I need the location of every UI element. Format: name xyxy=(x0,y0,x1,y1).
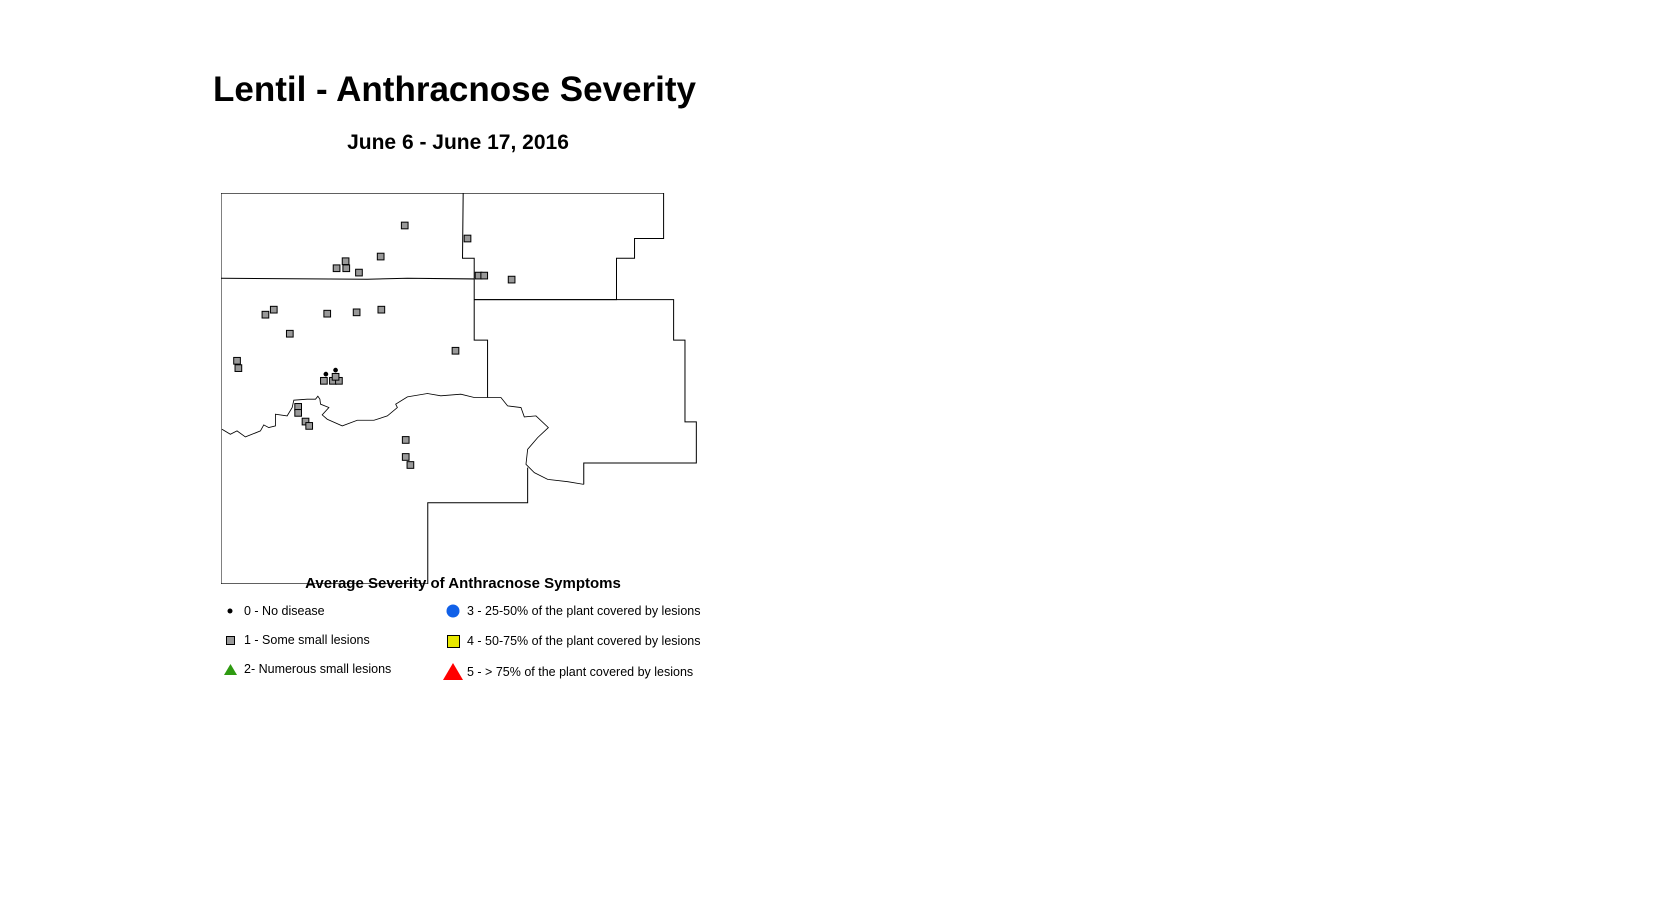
map-title: Lentil - Anthracnose Severity xyxy=(213,70,696,109)
marker-severity-1 xyxy=(285,329,294,338)
legend-item: 3 - 25-50% of the plant covered by lesio… xyxy=(443,604,700,618)
marker-severity-1 xyxy=(320,376,328,385)
legend-label: 2- Numerous small lesions xyxy=(244,662,392,676)
marker-severity-1 xyxy=(323,309,332,318)
legend-item: 2- Numerous small lesions xyxy=(220,662,391,676)
marker-severity-1 xyxy=(451,346,460,355)
map-subtitle: June 6 - June 17, 2016 xyxy=(347,131,569,154)
legend-item: 0 - No disease xyxy=(220,604,325,618)
county-boundary-line xyxy=(221,277,475,280)
county-boundary-nw xyxy=(221,193,475,279)
marker-severity-1 xyxy=(401,436,410,444)
marker-severity-0 xyxy=(323,371,329,377)
marker-severity-1 xyxy=(269,305,278,314)
legend-label: 4 - 50-75% of the plant covered by lesio… xyxy=(467,634,701,648)
marker-severity-1 xyxy=(294,409,303,417)
marker-severity-1 xyxy=(480,271,489,280)
square-icon xyxy=(443,634,463,648)
square-icon xyxy=(220,635,240,645)
marker-severity-1 xyxy=(305,422,314,430)
dot-icon xyxy=(220,607,240,615)
marker-severity-1 xyxy=(401,453,410,461)
marker-severity-1 xyxy=(332,264,341,273)
marker-severity-1 xyxy=(400,221,409,230)
marker-severity-1 xyxy=(331,372,340,381)
marker-severity-1 xyxy=(261,310,270,319)
marker-severity-1 xyxy=(233,356,241,365)
legend-label: 1 - Some small lesions xyxy=(244,633,370,647)
triangle-icon xyxy=(443,663,463,680)
marker-severity-1 xyxy=(377,305,386,314)
legend-item: 5 - > 75% of the plant covered by lesion… xyxy=(443,663,693,680)
marker-severity-1 xyxy=(376,252,385,261)
legend-label: 3 - 25-50% of the plant covered by lesio… xyxy=(467,604,701,618)
legend-title: Average Severity of Anthracnose Symptoms xyxy=(305,575,621,592)
marker-severity-1 xyxy=(342,264,351,273)
marker-severity-0 xyxy=(333,367,338,373)
legend-label: 5 - > 75% of the plant covered by lesion… xyxy=(467,664,694,679)
legend-item: 4 - 50-75% of the plant covered by lesio… xyxy=(443,634,700,648)
marker-severity-1 xyxy=(463,234,472,243)
legend-label: 0 - No disease xyxy=(244,604,325,618)
county-boundary-west xyxy=(221,193,529,584)
marker-severity-1 xyxy=(352,308,361,317)
marker-severity-1 xyxy=(234,364,243,372)
marker-severity-1 xyxy=(507,275,516,284)
county-boundary-ne xyxy=(463,193,665,301)
river xyxy=(221,393,584,485)
county-boundary-central xyxy=(473,278,489,398)
survey-markers xyxy=(233,221,516,469)
triangle-icon xyxy=(220,663,240,675)
county-boundary-east xyxy=(474,299,697,485)
legend-item: 1 - Some small lesions xyxy=(220,633,370,647)
marker-severity-1 xyxy=(341,257,350,266)
circle-icon xyxy=(443,604,463,618)
marker-severity-1 xyxy=(406,461,415,469)
county-map xyxy=(221,193,697,584)
marker-severity-1 xyxy=(355,268,363,277)
